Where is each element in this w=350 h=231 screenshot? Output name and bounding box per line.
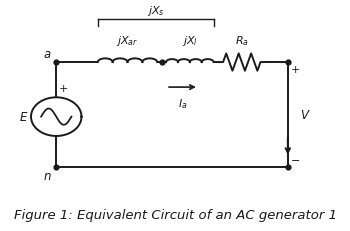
Text: $a$: $a$	[43, 48, 52, 61]
Text: +: +	[290, 65, 300, 75]
Text: $jX_{ar}$: $jX_{ar}$	[116, 34, 139, 48]
Text: $E$: $E$	[19, 111, 28, 124]
Text: +: +	[59, 84, 68, 94]
Text: $jX_{l}$: $jX_{l}$	[182, 34, 198, 48]
Text: $R_{a}$: $R_{a}$	[235, 34, 249, 48]
Text: Figure 1: Equivalent Circuit of an AC generator 1: Figure 1: Equivalent Circuit of an AC ge…	[14, 208, 336, 221]
Text: $I_{a}$: $I_{a}$	[178, 97, 187, 110]
Text: $-$: $-$	[290, 153, 300, 163]
Text: $V$: $V$	[300, 108, 310, 121]
Text: $jX_{s}$: $jX_{s}$	[147, 4, 164, 18]
Text: $n$: $n$	[43, 169, 52, 182]
